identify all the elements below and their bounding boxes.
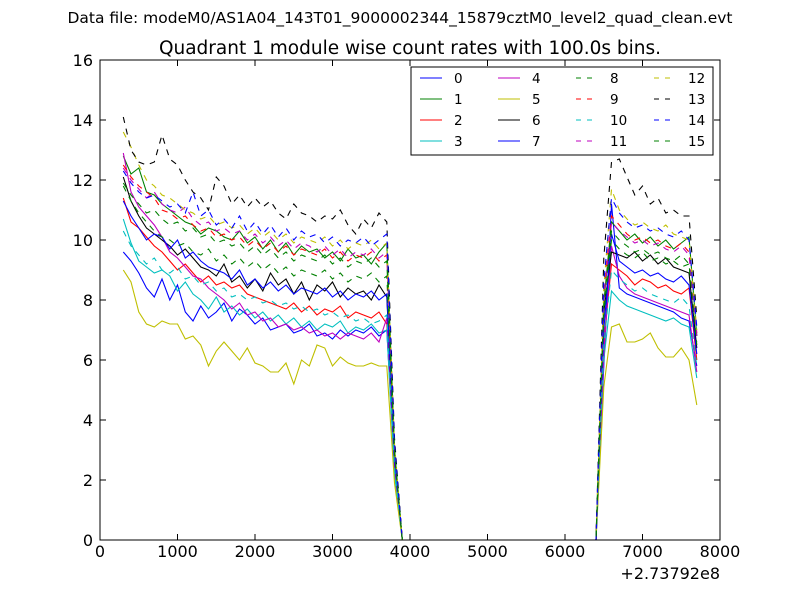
y-tick-label: 6 — [83, 351, 93, 370]
x-axis: 0 1000 2000 3000 4000 5000 6000 7000 8000 — [95, 60, 740, 561]
legend-label-8: 8 — [610, 71, 619, 87]
x-tick-label: 5000 — [467, 542, 508, 561]
y-tick-label: 8 — [83, 291, 93, 310]
legend-label-1: 1 — [454, 92, 463, 108]
legend-label-7: 7 — [532, 134, 541, 150]
legend-label-11: 11 — [610, 134, 627, 150]
legend-label-4: 4 — [532, 71, 541, 87]
x-tick-label: 6000 — [545, 542, 586, 561]
series-line-3 — [122, 218, 698, 541]
series-line-2 — [122, 197, 698, 541]
series-line-8 — [122, 185, 698, 541]
series-line-7 — [122, 200, 698, 541]
legend-label-13: 13 — [688, 92, 705, 108]
x-tick-label: 3000 — [312, 542, 353, 561]
series-line-11 — [122, 167, 698, 541]
x-tick-label: 2000 — [235, 542, 276, 561]
y-tick-label: 4 — [83, 411, 93, 430]
plot-lines — [122, 116, 698, 541]
y-tick-label: 0 — [83, 531, 93, 550]
series-line-14 — [122, 170, 698, 541]
legend-label-15: 15 — [688, 134, 705, 150]
x-tick-label: 8000 — [700, 542, 741, 561]
series-line-0 — [122, 203, 698, 541]
series-line-15 — [122, 182, 698, 541]
series-line-1 — [122, 155, 698, 541]
x-tick-label: 1000 — [157, 542, 198, 561]
x-tick-label: 0 — [95, 542, 105, 561]
legend-label-6: 6 — [532, 113, 541, 129]
chart-title: Quadrant 1 module wise count rates with … — [159, 38, 661, 59]
y-tick-label: 2 — [83, 471, 93, 490]
legend-label-0: 0 — [454, 71, 463, 87]
series-line-5 — [122, 269, 698, 541]
x-tick-label: 7000 — [622, 542, 663, 561]
legend-label-5: 5 — [532, 92, 541, 108]
legend-frame — [410, 66, 714, 156]
legend-label-12: 12 — [688, 71, 705, 87]
y-tick-label: 16 — [73, 51, 93, 70]
y-tick-label: 12 — [73, 171, 93, 190]
legend-label-10: 10 — [610, 113, 627, 129]
legend-label-2: 2 — [454, 113, 463, 129]
chart-suptitle: Data file: modeM0/AS1A04_143T01_90000023… — [67, 9, 732, 28]
series-line-13 — [122, 116, 698, 541]
series-line-6 — [122, 176, 698, 541]
legend-label-14: 14 — [688, 113, 705, 129]
x-tick-label: 4000 — [390, 542, 431, 561]
x-offset-label: +2.73792e8 — [620, 564, 720, 583]
legend-label-3: 3 — [454, 134, 463, 150]
legend-label-9: 9 — [610, 92, 619, 108]
y-tick-label: 10 — [73, 231, 93, 250]
y-tick-label: 14 — [73, 111, 93, 130]
series-line-10 — [122, 230, 698, 541]
series-line-4 — [122, 152, 698, 541]
